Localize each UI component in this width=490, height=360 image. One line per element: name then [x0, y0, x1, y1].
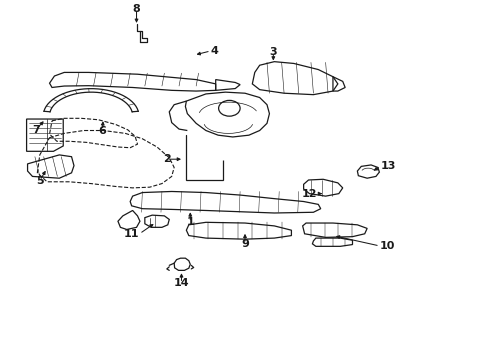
Text: 2: 2 — [163, 154, 171, 164]
Text: 13: 13 — [381, 161, 396, 171]
Text: 10: 10 — [380, 241, 395, 251]
Text: 11: 11 — [124, 229, 140, 239]
Text: 9: 9 — [241, 239, 249, 249]
Text: 6: 6 — [98, 126, 106, 135]
Text: 7: 7 — [32, 125, 40, 135]
Text: 5: 5 — [36, 176, 44, 186]
Text: 4: 4 — [211, 46, 219, 56]
Text: 8: 8 — [133, 4, 141, 14]
Text: 1: 1 — [186, 217, 194, 227]
Text: 12: 12 — [302, 189, 318, 199]
Text: 14: 14 — [173, 278, 189, 288]
Text: 3: 3 — [270, 46, 277, 57]
